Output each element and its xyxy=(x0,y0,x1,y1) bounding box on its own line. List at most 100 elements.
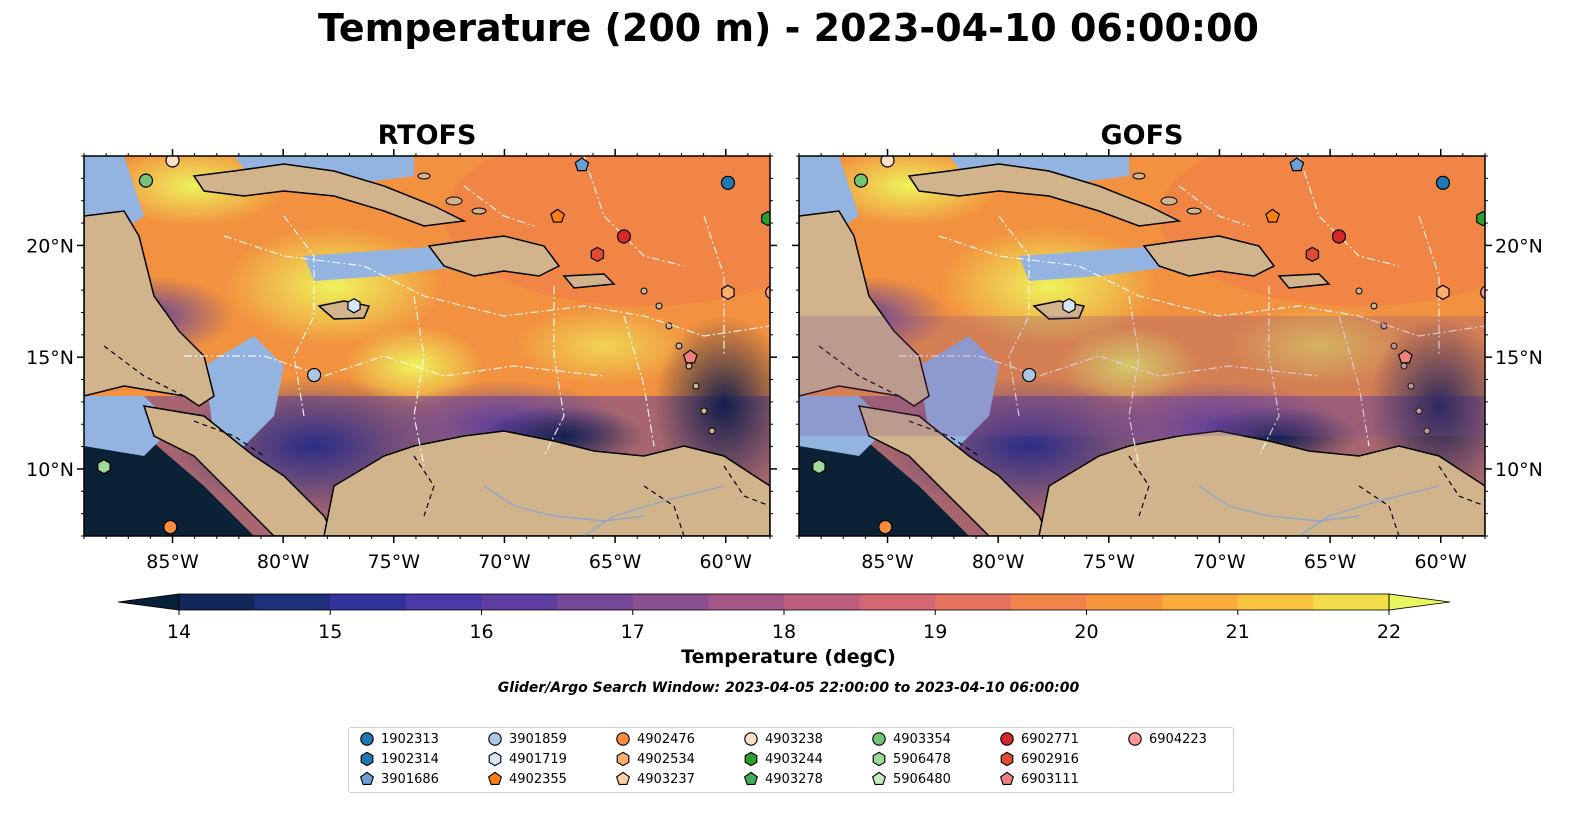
observation-marker-6904223 xyxy=(1480,285,1485,300)
legend-item: 1902314 xyxy=(359,751,439,771)
legend-item: 4903238 xyxy=(743,731,823,751)
legend-label: 6902916 xyxy=(1021,751,1079,767)
observation-marker-1902313 xyxy=(1435,175,1451,190)
legend-item: 4901719 xyxy=(487,751,567,771)
legend-item: 4902476 xyxy=(615,731,695,751)
legend-marker-icon xyxy=(488,751,502,767)
legend-item: 5906478 xyxy=(871,751,951,771)
legend-label: 4903278 xyxy=(765,771,823,787)
legend-marker-icon xyxy=(616,732,630,746)
observation-marker-4902534 xyxy=(721,284,735,300)
legend-label: 4901719 xyxy=(509,751,567,767)
lat-tick-label: 10°N xyxy=(1495,459,1543,481)
lat-tick-label: 20°N xyxy=(1495,235,1543,257)
lat-tick-label: 15°N xyxy=(1495,347,1543,369)
colorbar-label: Temperature (degC) xyxy=(681,646,896,668)
lon-tick-label: 65°W xyxy=(589,551,642,573)
colorbar-tick-label: 14 xyxy=(167,621,191,643)
legend-label: 6902771 xyxy=(1021,731,1079,747)
legend-label: 4902355 xyxy=(509,771,567,787)
legend-item: 4902534 xyxy=(615,751,695,771)
legend-label: 4902476 xyxy=(637,731,695,747)
colorbar-tick-label: 16 xyxy=(469,621,493,643)
legend-marker-icon xyxy=(616,751,630,767)
legend-marker-icon xyxy=(360,771,374,785)
lat-tick-label: 20°N xyxy=(26,235,74,257)
lon-tick-label: 60°W xyxy=(1415,551,1468,573)
legend-item: 6902916 xyxy=(999,751,1079,771)
legend-label: 3901859 xyxy=(509,731,567,747)
legend-item: 4903354 xyxy=(871,731,951,751)
observation-marker-4903354 xyxy=(138,173,154,188)
legend-marker-icon xyxy=(744,751,758,767)
lon-tick-label: 80°W xyxy=(257,551,310,573)
lon-tick-label: 65°W xyxy=(1304,551,1357,573)
legend-marker-icon xyxy=(616,771,630,785)
legend-marker-icon xyxy=(360,751,374,767)
lon-tick-label: 60°W xyxy=(700,551,753,573)
lat-tick-label: 10°N xyxy=(26,459,74,481)
legend-label: 1902314 xyxy=(381,751,439,767)
legend-label: 4902534 xyxy=(637,751,695,767)
legend-marker-icon xyxy=(488,732,502,746)
observation-marker-4901719 xyxy=(347,298,361,314)
figure-title: Temperature (200 m) - 2023-04-10 06:00:0… xyxy=(317,6,1259,50)
legend-item: 5906480 xyxy=(871,771,951,791)
lat-tick-label: 15°N xyxy=(26,347,74,369)
legend-item: 4903278 xyxy=(743,771,823,791)
legend-item: 6902771 xyxy=(999,731,1079,751)
gofs-map-frame xyxy=(798,155,1486,537)
legend-marker-icon xyxy=(872,771,886,785)
legend-marker-icon xyxy=(1000,732,1014,746)
legend-label: 5906480 xyxy=(893,771,951,787)
colorbar-tick-label: 21 xyxy=(1226,621,1250,643)
observation-marker-1902313 xyxy=(720,175,736,190)
legend-marker-icon xyxy=(744,771,758,785)
observation-marker-4902476 xyxy=(878,519,893,535)
observation-marker-6902916 xyxy=(1305,246,1320,262)
legend-label: 4903244 xyxy=(765,751,823,767)
legend-label: 4903237 xyxy=(637,771,695,787)
observation-marker-5906478 xyxy=(97,459,111,475)
panel-title-rtofs: RTOFS xyxy=(377,120,477,151)
rtofs-map-frame xyxy=(83,155,771,537)
legend-item: 4903237 xyxy=(615,771,695,791)
colorbar-tick-label: 22 xyxy=(1377,621,1401,643)
observation-marker-6904223 xyxy=(765,285,770,300)
rtofs-map xyxy=(84,156,770,536)
lon-tick-label: 80°W xyxy=(972,551,1025,573)
legend-item: 3901859 xyxy=(487,731,567,751)
lon-tick-label: 75°W xyxy=(368,551,421,573)
lon-tick-label: 70°W xyxy=(1193,551,1246,573)
lon-tick-label: 75°W xyxy=(1083,551,1136,573)
search-window-text: Glider/Argo Search Window: 2023-04-05 22… xyxy=(497,680,1080,696)
observation-marker-5906478 xyxy=(812,459,826,475)
observation-marker-4901719 xyxy=(1062,298,1076,314)
legend: 1902313 1902314 3901686 3901859 4901719 49023… xyxy=(348,727,1234,793)
legend-marker-icon xyxy=(1128,732,1142,746)
colorbar-tick-label: 17 xyxy=(621,621,645,643)
legend-item: 4902355 xyxy=(487,771,567,791)
observation-marker-3901859 xyxy=(1022,367,1037,383)
legend-item: 4903244 xyxy=(743,751,823,771)
observation-marker-4902534 xyxy=(1436,284,1450,300)
legend-marker-icon xyxy=(360,732,374,746)
colorbar: 14 15 16 17 18 19 20 21 22 xyxy=(117,593,1451,643)
colorbar-tick-label: 19 xyxy=(923,621,947,643)
legend-marker-icon xyxy=(1000,771,1014,785)
colorbar-tick-label: 20 xyxy=(1074,621,1098,643)
legend-label: 6903111 xyxy=(1021,771,1079,787)
panel-title-gofs: GOFS xyxy=(1100,120,1184,151)
legend-item: 3901686 xyxy=(359,771,439,791)
legend-item: 6903111 xyxy=(999,771,1079,791)
legend-marker-icon xyxy=(872,751,886,767)
legend-item: 6904223 xyxy=(1127,731,1207,751)
legend-marker-icon xyxy=(488,771,502,785)
observation-marker-4903354 xyxy=(853,173,869,188)
observation-marker-6902916 xyxy=(590,246,605,262)
legend-item: 1902313 xyxy=(359,731,439,751)
colorbar-tick-label: 18 xyxy=(772,621,796,643)
lon-tick-label: 70°W xyxy=(478,551,531,573)
legend-marker-icon xyxy=(872,732,886,746)
